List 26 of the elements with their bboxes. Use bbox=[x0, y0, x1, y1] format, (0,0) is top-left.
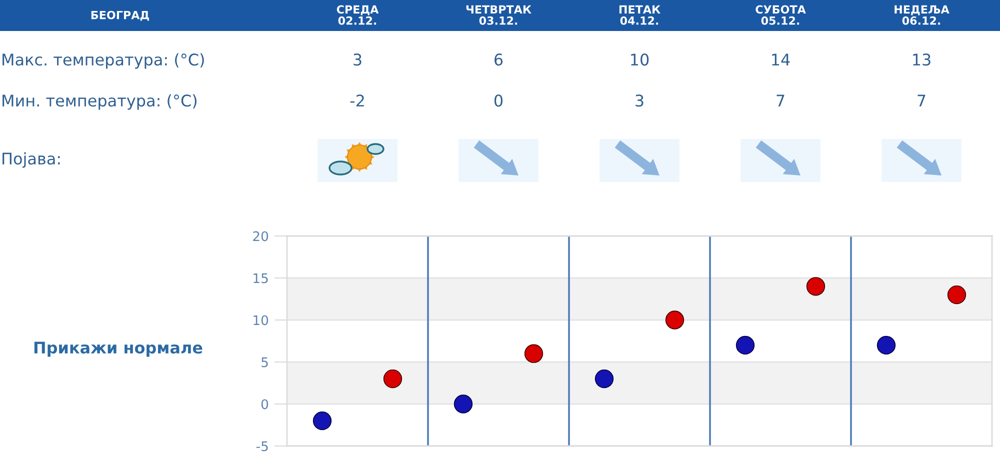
data-label: 14 bbox=[772, 54, 790, 66]
y-tick-label: -5 bbox=[256, 441, 268, 452]
y-tick-label: 5 bbox=[262, 357, 268, 368]
data-label: 10 bbox=[631, 54, 649, 66]
data-label: 3 bbox=[636, 94, 644, 107]
data-label: 7 bbox=[918, 94, 926, 106]
text: Мин. температура: (°C) bbox=[2, 94, 197, 110]
data-label: 0 bbox=[494, 94, 503, 107]
text: Појава: bbox=[2, 152, 60, 168]
data-label: -2 bbox=[350, 94, 364, 106]
text: Макс. температура: (°C) bbox=[2, 53, 204, 69]
text: СРЕДА 02.12. bbox=[336, 5, 379, 25]
text: НЕДЕЉА 06.12. bbox=[894, 5, 950, 25]
data-label: 7 bbox=[776, 94, 784, 106]
text: СУБОТА 05.12. bbox=[756, 5, 806, 25]
y-tick-label: 15 bbox=[254, 273, 268, 284]
text: ПЕТАК 04.12. bbox=[619, 5, 660, 25]
y-tick-label: 0 bbox=[261, 399, 268, 410]
data-label: 6 bbox=[494, 54, 503, 66]
data-label: 13 bbox=[913, 54, 930, 66]
text: Прикажи нормале bbox=[34, 342, 202, 357]
y-tick-label: 20 bbox=[253, 231, 268, 242]
y-tick-label: 10 bbox=[254, 315, 268, 326]
text: ЧЕТВРТАК 03.12. bbox=[466, 5, 532, 25]
data-label: 3 bbox=[354, 54, 362, 66]
text: БЕОГРАД bbox=[91, 10, 149, 21]
